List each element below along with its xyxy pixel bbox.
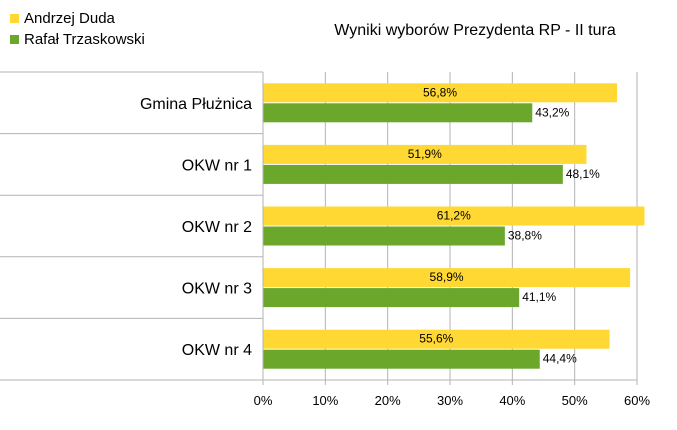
- category-label: OKW nr 1: [182, 157, 252, 174]
- data-label: 58,9%: [430, 270, 464, 284]
- category-label: OKW nr 2: [182, 219, 252, 236]
- category-label: OKW nr 3: [182, 281, 252, 298]
- x-tick-label: 60%: [624, 393, 650, 408]
- bars-group: [263, 83, 645, 369]
- bar-trzaskowski: [263, 349, 540, 369]
- bar-trzaskowski: [263, 164, 563, 184]
- bar-trzaskowski: [263, 226, 505, 246]
- data-label: 44,4%: [543, 352, 577, 366]
- axes-group: 0% 10% 20% 30% 40% 50% 60% Gmina Płużnica OKW nr…: [0, 72, 650, 408]
- legend-label: Rafał Trzaskowski: [24, 31, 145, 48]
- x-tick-label: 50%: [562, 393, 588, 408]
- labels-group: 56,8% 43,2% 51,9% 48,1% 61,2% 38,8% 58,9% 41,1%…: [408, 85, 600, 365]
- x-tick-label: 20%: [375, 393, 401, 408]
- x-tick-label: 0%: [254, 393, 273, 408]
- category-label: Gmina Płużnica: [140, 96, 252, 113]
- legend-swatch: [10, 14, 19, 23]
- data-label: 41,1%: [522, 290, 556, 304]
- bar-duda: [263, 206, 645, 226]
- bar-trzaskowski: [263, 288, 520, 308]
- data-label: 55,6%: [419, 332, 453, 346]
- bar-duda: [263, 268, 631, 288]
- x-tick-label: 10%: [312, 393, 338, 408]
- bar-trzaskowski: [263, 103, 533, 123]
- bar-duda: [263, 144, 587, 164]
- data-label: 61,2%: [437, 209, 471, 223]
- bar-duda: [263, 83, 618, 103]
- data-label: 51,9%: [408, 147, 442, 161]
- data-label: 56,8%: [423, 85, 457, 99]
- data-label: 38,8%: [508, 229, 542, 243]
- x-tick-label: 30%: [437, 393, 463, 408]
- x-tick-label: 40%: [499, 393, 525, 408]
- legend-swatch: [10, 35, 19, 44]
- data-label: 43,2%: [535, 105, 569, 119]
- legend-label: Andrzej Duda: [24, 10, 116, 27]
- chart-title: Wyniki wyborów Prezydenta RP - II tura: [334, 22, 616, 39]
- bar-duda: [263, 329, 610, 349]
- data-label: 48,1%: [566, 167, 600, 181]
- legend: Andrzej Duda Rafał Trzaskowski: [10, 10, 145, 48]
- category-label: OKW nr 4: [182, 342, 252, 359]
